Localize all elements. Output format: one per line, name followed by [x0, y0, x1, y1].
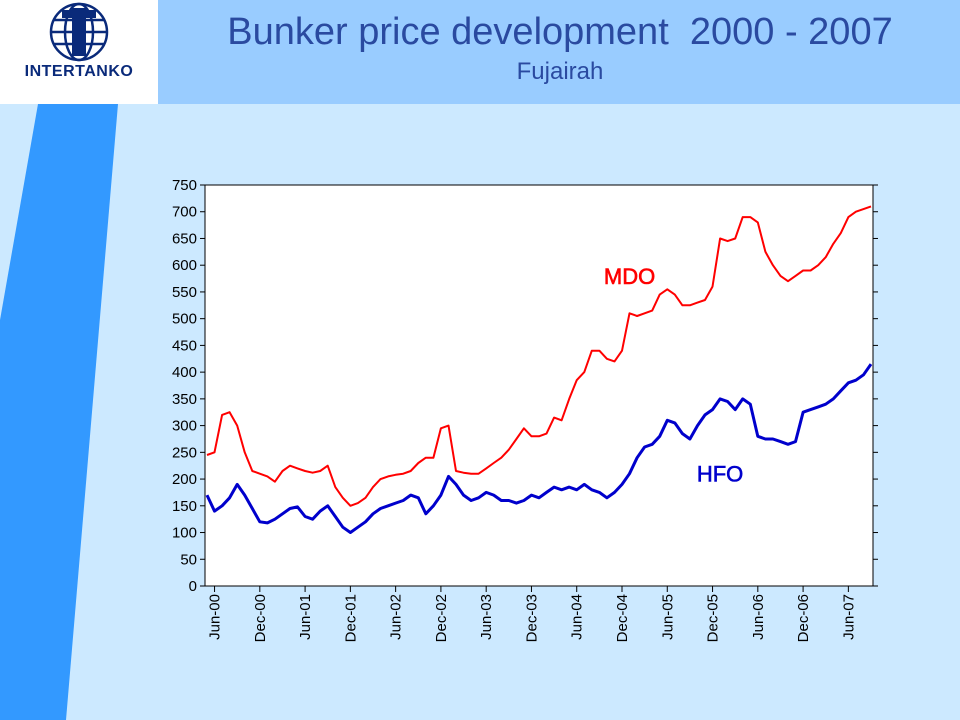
y-tick-label: 200	[172, 471, 197, 488]
x-tick-label: Dec-02	[433, 594, 450, 642]
y-tick-label: 600	[172, 257, 197, 274]
x-tick-label: Jun-01	[297, 594, 314, 640]
y-tick-label: 100	[172, 525, 197, 542]
y-tick-label: 750	[172, 177, 197, 194]
y-tick-label: 250	[172, 444, 197, 461]
series-label-mdo: MDO	[604, 264, 655, 289]
x-tick-label: Dec-00	[252, 594, 269, 642]
x-tick-label: Jun-06	[750, 594, 767, 640]
x-tick-label: Jun-02	[388, 594, 405, 640]
x-tick-label: Dec-06	[795, 594, 812, 642]
line-chart: 0 50 100 150 200 250 300 350 400 450 500 550 600 650 7…	[0, 0, 960, 720]
x-tick-label: Jun-07	[840, 594, 857, 640]
y-tick-label: 450	[172, 337, 197, 354]
plot-area	[205, 185, 873, 586]
x-tick-label: Dec-03	[523, 594, 540, 642]
x-tick-label: Dec-05	[705, 594, 722, 642]
x-axis: Jun-00 Dec-00 Jun-01 Dec-01 Jun-02 Dec-02 Jun-…	[207, 586, 858, 642]
x-tick-label: Dec-01	[342, 594, 359, 642]
y-tick-label: 700	[172, 204, 197, 221]
x-tick-label: Jun-03	[478, 594, 495, 640]
x-tick-label: Jun-00	[207, 594, 224, 640]
x-tick-label: Jun-05	[659, 594, 676, 640]
y-tick-label: 0	[189, 578, 197, 595]
y-tick-label: 500	[172, 311, 197, 328]
y-tick-label: 400	[172, 364, 197, 381]
y-tick-label: 550	[172, 284, 197, 301]
y-tick-label: 650	[172, 230, 197, 247]
x-tick-label: Dec-04	[614, 594, 631, 642]
y-tick-label: 50	[180, 551, 197, 568]
x-tick-label: Jun-04	[569, 594, 586, 640]
series-label-hfo: HFO	[697, 462, 743, 487]
y-tick-label: 300	[172, 418, 197, 435]
y-tick-label: 150	[172, 498, 197, 515]
y-tick-label: 350	[172, 391, 197, 408]
